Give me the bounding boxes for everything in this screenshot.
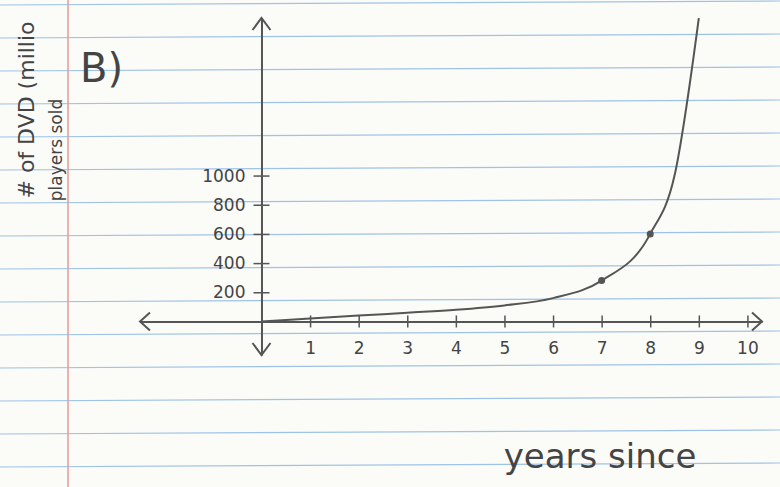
x-tick-mark [358, 315, 360, 327]
x-tick-mark [650, 315, 652, 327]
x-tick-label: 8 [645, 338, 656, 358]
ruled-line [0, 397, 780, 401]
y-axis-title: # of DVD (millio [14, 21, 39, 198]
y-tick-label: 200 [213, 282, 245, 302]
y-tick-mark [253, 292, 269, 294]
point [647, 230, 654, 237]
chart: 1 2 3 4 5 6 7 8 9 10 200 400 600 800 1000 B) # of DVD (m… [0, 0, 780, 487]
x-axis-title: years since [504, 436, 697, 476]
ruled-line [0, 265, 780, 269]
point [598, 277, 605, 284]
x-tick: 10 [737, 315, 759, 357]
panel-label: B) [80, 45, 123, 91]
x-tick: 5 [500, 315, 511, 357]
x-tick-mark [601, 315, 603, 327]
x-tick: 6 [548, 315, 559, 357]
y-axis-line [261, 19, 263, 356]
x-tick: 2 [354, 315, 365, 357]
x-tick: 7 [597, 315, 608, 357]
x-tick-label: 9 [694, 338, 705, 358]
axis-arrows [140, 18, 762, 355]
ruled-line [0, 199, 780, 203]
curve [261, 18, 698, 321]
y-tick: 200 [213, 282, 269, 302]
x-tick-label: 2 [354, 338, 365, 358]
y-tick-mark [253, 204, 269, 206]
x-tick-label: 7 [597, 338, 608, 358]
y-tick: 1000 [202, 165, 269, 185]
x-tick: 9 [694, 315, 705, 357]
x-axis-line [141, 321, 763, 323]
arrow-left [140, 312, 150, 330]
ruled-line [0, 100, 780, 104]
y-axis: 200 400 600 800 1000 [202, 19, 269, 356]
y-tick-mark [253, 234, 269, 236]
x-tick-mark [504, 315, 506, 327]
ruled-line [0, 331, 780, 335]
y-tick-label: 800 [213, 195, 245, 215]
x-tick: 4 [451, 315, 462, 357]
y-tick-label: 600 [213, 224, 245, 244]
y-axis-title: players sold [46, 99, 66, 201]
arrow-bottom [252, 343, 270, 355]
ruled-line [0, 133, 780, 137]
x-tick-mark [310, 315, 312, 327]
x-tick-label: 3 [402, 338, 413, 358]
y-tick-mark [253, 175, 269, 177]
arrow-top [252, 18, 270, 30]
ruled-line [0, 34, 780, 38]
x-tick-mark [456, 315, 458, 327]
x-tick-label: 5 [500, 338, 511, 358]
ruled-line [0, 166, 780, 170]
x-tick-label: 6 [548, 338, 559, 358]
ruled-line [0, 298, 780, 302]
ruled-line [0, 232, 780, 236]
paper [0, 0, 780, 487]
x-tick-label: 10 [737, 338, 759, 358]
y-tick: 600 [213, 224, 269, 244]
y-tick-mark [253, 263, 269, 265]
plot-area [261, 18, 698, 321]
ruled-line [0, 1, 780, 5]
x-axis: 1 2 3 4 5 6 7 8 9 10 [141, 315, 763, 357]
y-tick: 800 [213, 195, 269, 215]
ruled-line [0, 430, 780, 434]
x-tick: 3 [402, 315, 413, 357]
x-tick-mark [699, 315, 701, 327]
x-tick: 1 [305, 315, 316, 357]
x-tick-mark [553, 315, 555, 327]
y-tick: 400 [213, 253, 269, 273]
x-tick-label: 1 [305, 338, 316, 358]
y-tick-label: 400 [213, 253, 245, 273]
x-tick-label: 4 [451, 338, 462, 358]
ruled-line [0, 364, 780, 368]
x-tick-mark [407, 315, 409, 327]
paper-ground [0, 0, 780, 487]
x-tick: 8 [645, 315, 656, 357]
margin-line [67, 0, 69, 487]
y-tick-label: 1000 [202, 165, 245, 185]
arrow-right [752, 312, 762, 330]
x-tick-mark [747, 315, 749, 327]
